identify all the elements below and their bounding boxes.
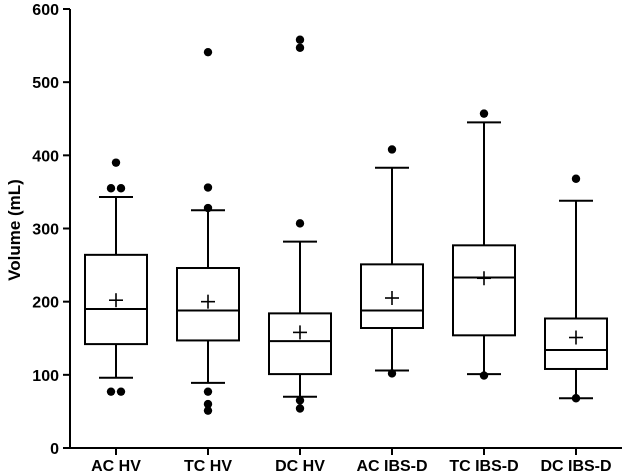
outlier-point bbox=[203, 183, 213, 192]
x-tick-label: AC HV bbox=[91, 458, 141, 475]
outlier-point bbox=[203, 387, 213, 396]
box-group bbox=[544, 174, 608, 403]
iqr-box bbox=[360, 263, 424, 330]
box-group bbox=[452, 109, 516, 380]
x-tick-label: DC HV bbox=[275, 458, 325, 475]
iqr-box bbox=[84, 253, 148, 346]
y-tick-label: 200 bbox=[32, 295, 59, 312]
outlier-point bbox=[116, 184, 126, 193]
outlier-point bbox=[479, 371, 489, 380]
outlier-point bbox=[387, 145, 397, 154]
y-tick-label: 0 bbox=[50, 441, 59, 458]
outlier-point bbox=[111, 158, 121, 167]
outlier-point bbox=[203, 406, 213, 415]
y-tick-label: 500 bbox=[32, 75, 59, 92]
box-group bbox=[268, 35, 332, 413]
y-axis-title: Volume (mL) bbox=[5, 179, 24, 281]
outlier-point bbox=[295, 35, 305, 44]
outlier-point bbox=[116, 387, 126, 396]
x-tick-label: DC IBS-D bbox=[540, 458, 611, 475]
outlier-point bbox=[203, 203, 213, 213]
box-series bbox=[84, 35, 608, 415]
iqr-box bbox=[176, 267, 240, 342]
box-group bbox=[176, 47, 240, 415]
outlier-point bbox=[387, 369, 397, 378]
iqr-box bbox=[268, 312, 332, 376]
outlier-point bbox=[203, 399, 213, 409]
box-group bbox=[84, 158, 148, 396]
y-axis: 0 100 200 300 400 500 600 bbox=[32, 2, 71, 458]
outlier-point bbox=[571, 394, 581, 403]
outlier-point bbox=[295, 396, 305, 405]
outlier-point bbox=[295, 43, 305, 52]
iqr-box bbox=[544, 317, 608, 370]
y-tick-label: 400 bbox=[32, 148, 59, 165]
outlier-point bbox=[106, 184, 116, 193]
box-group bbox=[360, 145, 424, 378]
y-tick-label: 300 bbox=[32, 222, 59, 239]
x-tick-label: TC IBS-D bbox=[449, 458, 518, 475]
outlier-point bbox=[295, 404, 305, 413]
outlier-point bbox=[295, 219, 305, 228]
outlier-point bbox=[106, 387, 116, 396]
outlier-point bbox=[203, 47, 213, 57]
x-axis: AC HV TC HV DC HV AC IBS-D TC IBS-D DC IBS-D bbox=[70, 447, 622, 475]
y-tick-label: 600 bbox=[32, 2, 59, 19]
outlier-point bbox=[571, 174, 581, 183]
iqr-box bbox=[452, 244, 516, 337]
x-tick-label: TC HV bbox=[184, 458, 232, 475]
x-tick-label: AC IBS-D bbox=[356, 458, 427, 475]
outlier-point bbox=[479, 109, 489, 118]
y-tick-label: 100 bbox=[32, 368, 59, 385]
